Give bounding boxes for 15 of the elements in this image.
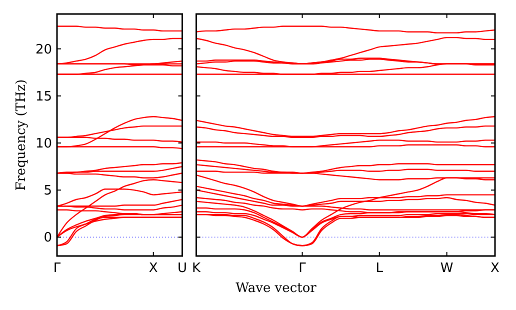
y-tick-label: 20 xyxy=(35,42,52,58)
x-axis-title: Wave vector xyxy=(236,281,318,296)
x-tick-label: X xyxy=(490,261,500,276)
x-tick-label: U xyxy=(178,261,188,276)
y-tick-label: 15 xyxy=(35,89,52,104)
x-tick-label: Γ xyxy=(298,261,307,276)
x-tick-label: K xyxy=(192,261,202,276)
x-tick-label: L xyxy=(376,261,384,276)
y-tick-label: 0 xyxy=(44,230,52,246)
y-tick-label: 10 xyxy=(35,136,52,152)
x-tick-label: X xyxy=(148,261,158,276)
y-tick-label: 5 xyxy=(44,184,52,199)
x-tick-label: W xyxy=(440,261,454,276)
x-tick-label: Γ xyxy=(53,261,62,276)
y-axis-title: Frequency (THz) xyxy=(14,79,29,191)
